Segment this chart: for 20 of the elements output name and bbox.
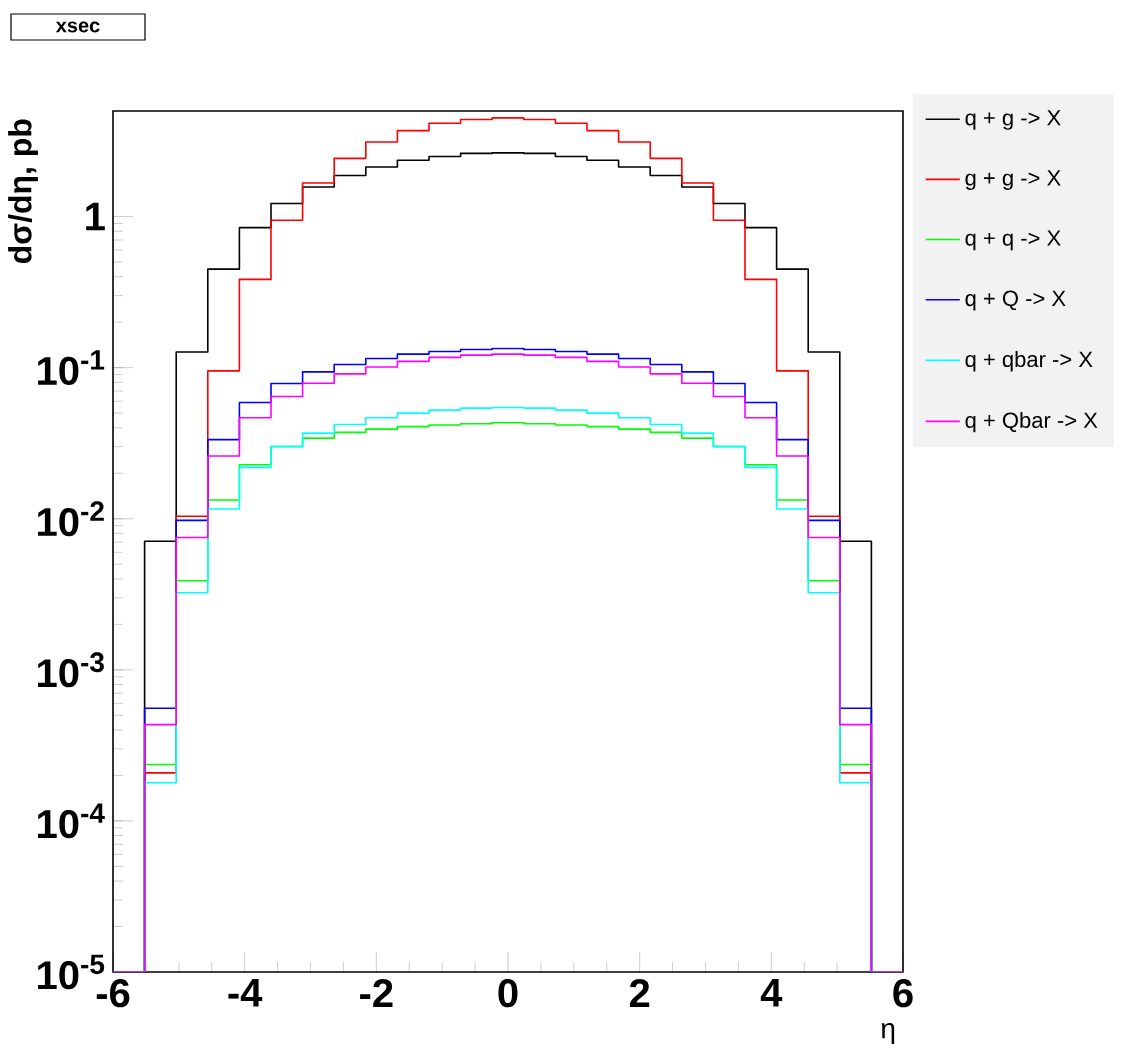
chart-title: xsec [55, 21, 100, 33]
y-tick-label: 10$^{-1}$ [38, 350, 105, 386]
legend-label: q + g -> X [965, 110, 1061, 130]
y-tick-label: 10$^{-4}$ [38, 803, 105, 839]
y-tick-label: 1 [86, 202, 105, 231]
legend-label: q + Q -> X [965, 290, 1066, 311]
x-tick-label: 0 [498, 979, 518, 1008]
legend-label: q + q -> X [965, 230, 1061, 251]
x-tick-label: -2 [360, 979, 393, 1007]
y-tick-label: 10$^{-3}$ [38, 652, 104, 688]
y-axis-title: dσ/dη, pb [8, 119, 38, 264]
x-tick-label: -4 [228, 979, 263, 1007]
y-tick-label: 10$^{-2}$ [38, 501, 104, 537]
x-tick-label: 4 [760, 979, 783, 1007]
legend-label: g + g -> X [965, 170, 1061, 190]
legend-label: q + Qbar -> X [965, 411, 1098, 433]
x-tick-label: 6 [893, 979, 913, 1008]
legend-label: q + qbar -> X [965, 350, 1093, 372]
x-tick-label: 2 [629, 979, 650, 1007]
x-axis-title: η [881, 1023, 895, 1044]
